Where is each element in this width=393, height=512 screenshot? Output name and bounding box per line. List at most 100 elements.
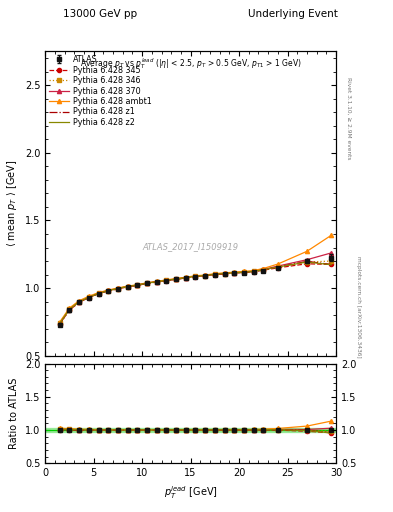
Pythia 6.428 370 <box>305 257 309 263</box>
Pythia 6.428 346 <box>203 272 208 279</box>
Pythia 6.428 ambt1 <box>329 232 334 239</box>
Pythia 6.428 ambt1 <box>242 268 246 274</box>
Pythia 6.428 346 <box>145 280 149 286</box>
Pythia 6.428 370 <box>203 272 208 279</box>
Pythia 6.428 346 <box>67 306 72 312</box>
Pythia 6.428 ambt1 <box>135 282 140 288</box>
Pythia 6.428 z1 <box>174 276 178 282</box>
Line: Pythia 6.428 z1: Pythia 6.428 z1 <box>60 261 331 324</box>
Pythia 6.428 z2 <box>106 288 110 294</box>
Pythia 6.428 z1 <box>193 273 198 280</box>
Pythia 6.428 345 <box>174 276 178 283</box>
Pythia 6.428 370 <box>261 266 266 272</box>
Pythia 6.428 346 <box>251 268 256 274</box>
Pythia 6.428 345 <box>106 288 110 294</box>
Pythia 6.428 370 <box>213 271 217 278</box>
Pythia 6.428 370 <box>125 283 130 289</box>
Pythia 6.428 345 <box>125 284 130 290</box>
Pythia 6.428 z1 <box>164 278 169 284</box>
Text: Underlying Event: Underlying Event <box>248 9 338 19</box>
Pythia 6.428 345 <box>222 271 227 277</box>
Pythia 6.428 370 <box>232 270 237 276</box>
Pythia 6.428 z2 <box>329 262 334 268</box>
Pythia 6.428 345 <box>145 281 149 287</box>
Pythia 6.428 370 <box>193 273 198 280</box>
Pythia 6.428 345 <box>232 270 237 276</box>
Pythia 6.428 346 <box>116 286 120 292</box>
Pythia 6.428 z2 <box>242 269 246 275</box>
Pythia 6.428 z2 <box>116 286 120 292</box>
Pythia 6.428 ambt1 <box>57 319 62 325</box>
Pythia 6.428 345 <box>96 290 101 296</box>
Pythia 6.428 370 <box>174 276 178 282</box>
Pythia 6.428 370 <box>242 269 246 275</box>
Pythia 6.428 ambt1 <box>261 265 266 271</box>
Pythia 6.428 370 <box>77 298 81 305</box>
Pythia 6.428 z2 <box>174 276 178 282</box>
Pythia 6.428 370 <box>164 277 169 283</box>
Pythia 6.428 ambt1 <box>86 293 91 300</box>
Pythia 6.428 z1 <box>106 288 110 294</box>
Pythia 6.428 345 <box>193 273 198 280</box>
Text: Average $p_T$ vs $p_T^{lead}$ ($|\eta|$ < 2.5, $p_T$ > 0.5 GeV, $p_{T1}$ > 1 GeV: Average $p_T$ vs $p_T^{lead}$ ($|\eta|$ … <box>80 56 301 71</box>
Line: Pythia 6.428 346: Pythia 6.428 346 <box>58 259 333 326</box>
Pythia 6.428 z1 <box>135 282 140 288</box>
Pythia 6.428 z1 <box>232 270 237 276</box>
Pythia 6.428 z2 <box>184 274 188 281</box>
Pythia 6.428 ambt1 <box>164 277 169 283</box>
Pythia 6.428 346 <box>222 270 227 276</box>
Pythia 6.428 z2 <box>135 282 140 288</box>
Pythia 6.428 345 <box>86 294 91 301</box>
Pythia 6.428 z1 <box>154 279 159 285</box>
Pythia 6.428 345 <box>67 307 72 313</box>
Y-axis label: $\langle$ mean $p_T$ $\rangle$ [GeV]: $\langle$ mean $p_T$ $\rangle$ [GeV] <box>5 160 19 247</box>
Pythia 6.428 z2 <box>67 306 72 312</box>
Text: mcplots.cern.ch [arXiv:1306.3436]: mcplots.cern.ch [arXiv:1306.3436] <box>356 257 361 358</box>
Pythia 6.428 ambt1 <box>174 275 178 282</box>
Pythia 6.428 z1 <box>125 284 130 290</box>
Pythia 6.428 346 <box>106 288 110 294</box>
Pythia 6.428 ambt1 <box>77 297 81 304</box>
Pythia 6.428 ambt1 <box>96 290 101 296</box>
Pythia 6.428 346 <box>275 264 280 270</box>
Pythia 6.428 z2 <box>305 259 309 265</box>
Pythia 6.428 345 <box>184 275 188 281</box>
Pythia 6.428 z1 <box>86 294 91 301</box>
Pythia 6.428 ambt1 <box>232 269 237 275</box>
Pythia 6.428 z1 <box>96 290 101 296</box>
Pythia 6.428 z2 <box>125 284 130 290</box>
Pythia 6.428 370 <box>251 268 256 274</box>
Pythia 6.428 z1 <box>222 270 227 276</box>
Line: Pythia 6.428 370: Pythia 6.428 370 <box>58 251 333 325</box>
Pythia 6.428 370 <box>135 282 140 288</box>
Pythia 6.428 346 <box>77 299 81 305</box>
Pythia 6.428 z2 <box>145 280 149 286</box>
Pythia 6.428 ambt1 <box>106 287 110 293</box>
Pythia 6.428 345 <box>305 261 309 267</box>
Line: Pythia 6.428 z2: Pythia 6.428 z2 <box>60 262 331 324</box>
Pythia 6.428 345 <box>261 267 266 273</box>
Pythia 6.428 370 <box>96 290 101 296</box>
Pythia 6.428 z2 <box>77 298 81 305</box>
Pythia 6.428 370 <box>275 263 280 269</box>
Pythia 6.428 370 <box>145 280 149 286</box>
Pythia 6.428 345 <box>329 261 334 267</box>
Pythia 6.428 370 <box>67 306 72 312</box>
Pythia 6.428 z1 <box>275 264 280 270</box>
Pythia 6.428 z1 <box>203 272 208 279</box>
Pythia 6.428 346 <box>154 279 159 285</box>
Pythia 6.428 345 <box>242 269 246 275</box>
Pythia 6.428 z2 <box>222 270 227 276</box>
Pythia 6.428 345 <box>164 278 169 284</box>
Text: ATLAS_2017_I1509919: ATLAS_2017_I1509919 <box>143 242 239 251</box>
Pythia 6.428 345 <box>275 265 280 271</box>
Pythia 6.428 z1 <box>116 286 120 292</box>
Pythia 6.428 ambt1 <box>125 283 130 289</box>
Pythia 6.428 ambt1 <box>251 267 256 273</box>
Pythia 6.428 345 <box>251 269 256 275</box>
Pythia 6.428 345 <box>77 300 81 306</box>
Pythia 6.428 z2 <box>261 267 266 273</box>
Y-axis label: Ratio to ATLAS: Ratio to ATLAS <box>9 378 19 449</box>
Bar <box>45 428 336 432</box>
Pythia 6.428 346 <box>329 258 334 264</box>
